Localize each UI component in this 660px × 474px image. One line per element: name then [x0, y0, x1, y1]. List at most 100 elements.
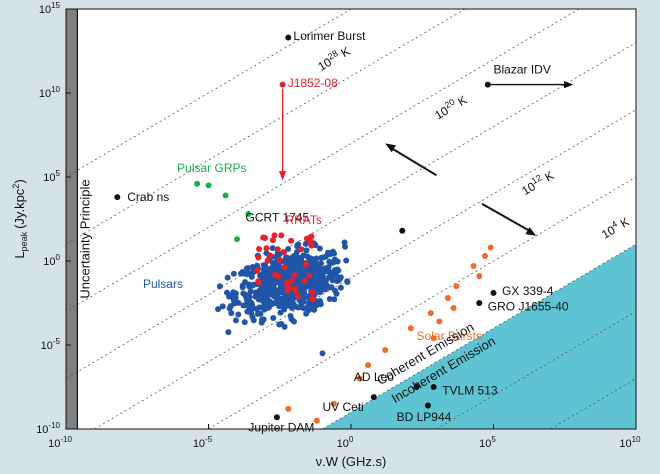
pulsar-point: [296, 265, 303, 272]
pulsar-point: [216, 283, 223, 290]
pulsar-point: [299, 287, 306, 294]
pulsar-point: [235, 299, 242, 306]
pulsar-grp-point: [245, 210, 252, 217]
pulsar-point: [326, 296, 333, 303]
source-label: GCRT 1745: [246, 210, 310, 224]
rrat-point: [274, 246, 281, 253]
y-tick-label: 10-10: [36, 421, 60, 436]
pulsar-point: [291, 254, 298, 261]
solar-burst-point: [453, 283, 460, 290]
rrat-point: [291, 272, 298, 279]
pulsar-point: [344, 279, 351, 286]
y-axis-label-sub: peak: [19, 231, 29, 251]
rrat-point: [288, 278, 295, 285]
pulsar-point: [270, 285, 277, 292]
rrat-point: [284, 279, 291, 286]
pulsar-point: [322, 253, 329, 260]
blazar-arrowhead: [564, 80, 574, 89]
source-label: GRO J1655-40: [488, 299, 569, 313]
rrat-point: [292, 287, 299, 294]
pulsar-point: [307, 255, 314, 262]
pulsar-point: [224, 289, 231, 296]
solar-burst-point: [444, 294, 451, 301]
source-point: [399, 227, 406, 234]
solar-burst-point: [481, 252, 488, 259]
source-point: [424, 402, 431, 409]
pulsar-point: [230, 270, 237, 277]
pulsar-point: [331, 287, 338, 294]
pulsar-point: [291, 318, 297, 325]
rrat-point: [284, 287, 291, 294]
solar-burst-point: [476, 273, 483, 280]
pulsar-point: [275, 262, 282, 269]
solar-burst-point: [430, 335, 437, 342]
source-label: GX 339-4: [502, 284, 554, 298]
rrat-point: [306, 272, 313, 279]
pulsar-point: [326, 284, 333, 291]
pulsar-point: [241, 319, 248, 326]
source-point: [490, 289, 497, 296]
solar-burst-point: [487, 244, 494, 251]
pulsar-point: [264, 295, 271, 302]
pulsar-point: [313, 272, 320, 279]
rrat-point: [256, 279, 263, 286]
rrat-point: [276, 256, 283, 263]
y-tick-label: 100: [43, 253, 60, 268]
solar-burst-point: [313, 417, 320, 424]
pulsar-point: [250, 317, 257, 324]
pulsar-point: [278, 296, 285, 303]
rrat-point: [264, 258, 271, 265]
pulsar-point: [301, 294, 308, 301]
pulsar-point: [337, 284, 344, 291]
pulsar-point: [303, 247, 310, 254]
pulsar-point: [285, 245, 292, 252]
solar-burst-point: [407, 325, 414, 332]
pulsar-point: [316, 279, 323, 286]
pulsar-point: [243, 265, 250, 272]
rrat-point: [255, 254, 262, 261]
source-label: Lorimer Burst: [293, 29, 366, 43]
pulsar-point: [330, 259, 337, 266]
pulsar-point: [317, 297, 324, 304]
group-label: Pulsars: [143, 277, 183, 291]
source-point: [370, 394, 377, 401]
pulsar-point: [301, 273, 308, 280]
source-label: Blazar IDV: [494, 62, 551, 76]
pulsar-point: [298, 304, 305, 311]
rrat-point: [263, 245, 270, 252]
pulsar-point: [276, 321, 283, 328]
pulsar-point: [247, 288, 254, 295]
pulsar-point: [287, 264, 294, 271]
pulsar-point: [302, 240, 309, 247]
pulsar-grp-point: [205, 182, 212, 189]
rrat-point: [294, 293, 301, 300]
uncertainty-band: [66, 9, 78, 429]
source-point: [484, 81, 491, 88]
rrat-point: [308, 233, 315, 240]
pulsar-grp-point: [194, 180, 201, 187]
solar-burst-point: [356, 375, 363, 382]
solar-burst-point: [427, 310, 434, 317]
solar-burst-point: [436, 318, 443, 325]
pulsar-point: [260, 316, 267, 323]
pulsar-grp-point: [222, 192, 229, 199]
pulsar-point: [279, 284, 286, 291]
pulsar-point: [312, 256, 319, 263]
rrat-point: [256, 245, 263, 252]
rrat-point: [281, 264, 288, 271]
pulsar-point: [300, 252, 307, 259]
pulsar-point: [326, 268, 333, 275]
x-tick-label: 100: [337, 435, 354, 450]
pulsar-point: [243, 296, 250, 303]
y-axis-label-units: (Jy.kpc: [12, 188, 27, 229]
pulsar-point: [248, 310, 255, 317]
pulsar-point: [290, 300, 297, 307]
y-tick-label: 1015: [39, 1, 61, 16]
y-axis-label: Lpeak (Jy.kpc2): [11, 179, 29, 258]
source-label: TVLM 513: [442, 383, 498, 397]
pulsar-point: [230, 289, 237, 296]
group-label: Pulsar GRPs: [177, 161, 246, 175]
pulsar-point: [331, 296, 338, 303]
pulsar-point: [253, 305, 260, 312]
rrat-point: [288, 237, 295, 244]
